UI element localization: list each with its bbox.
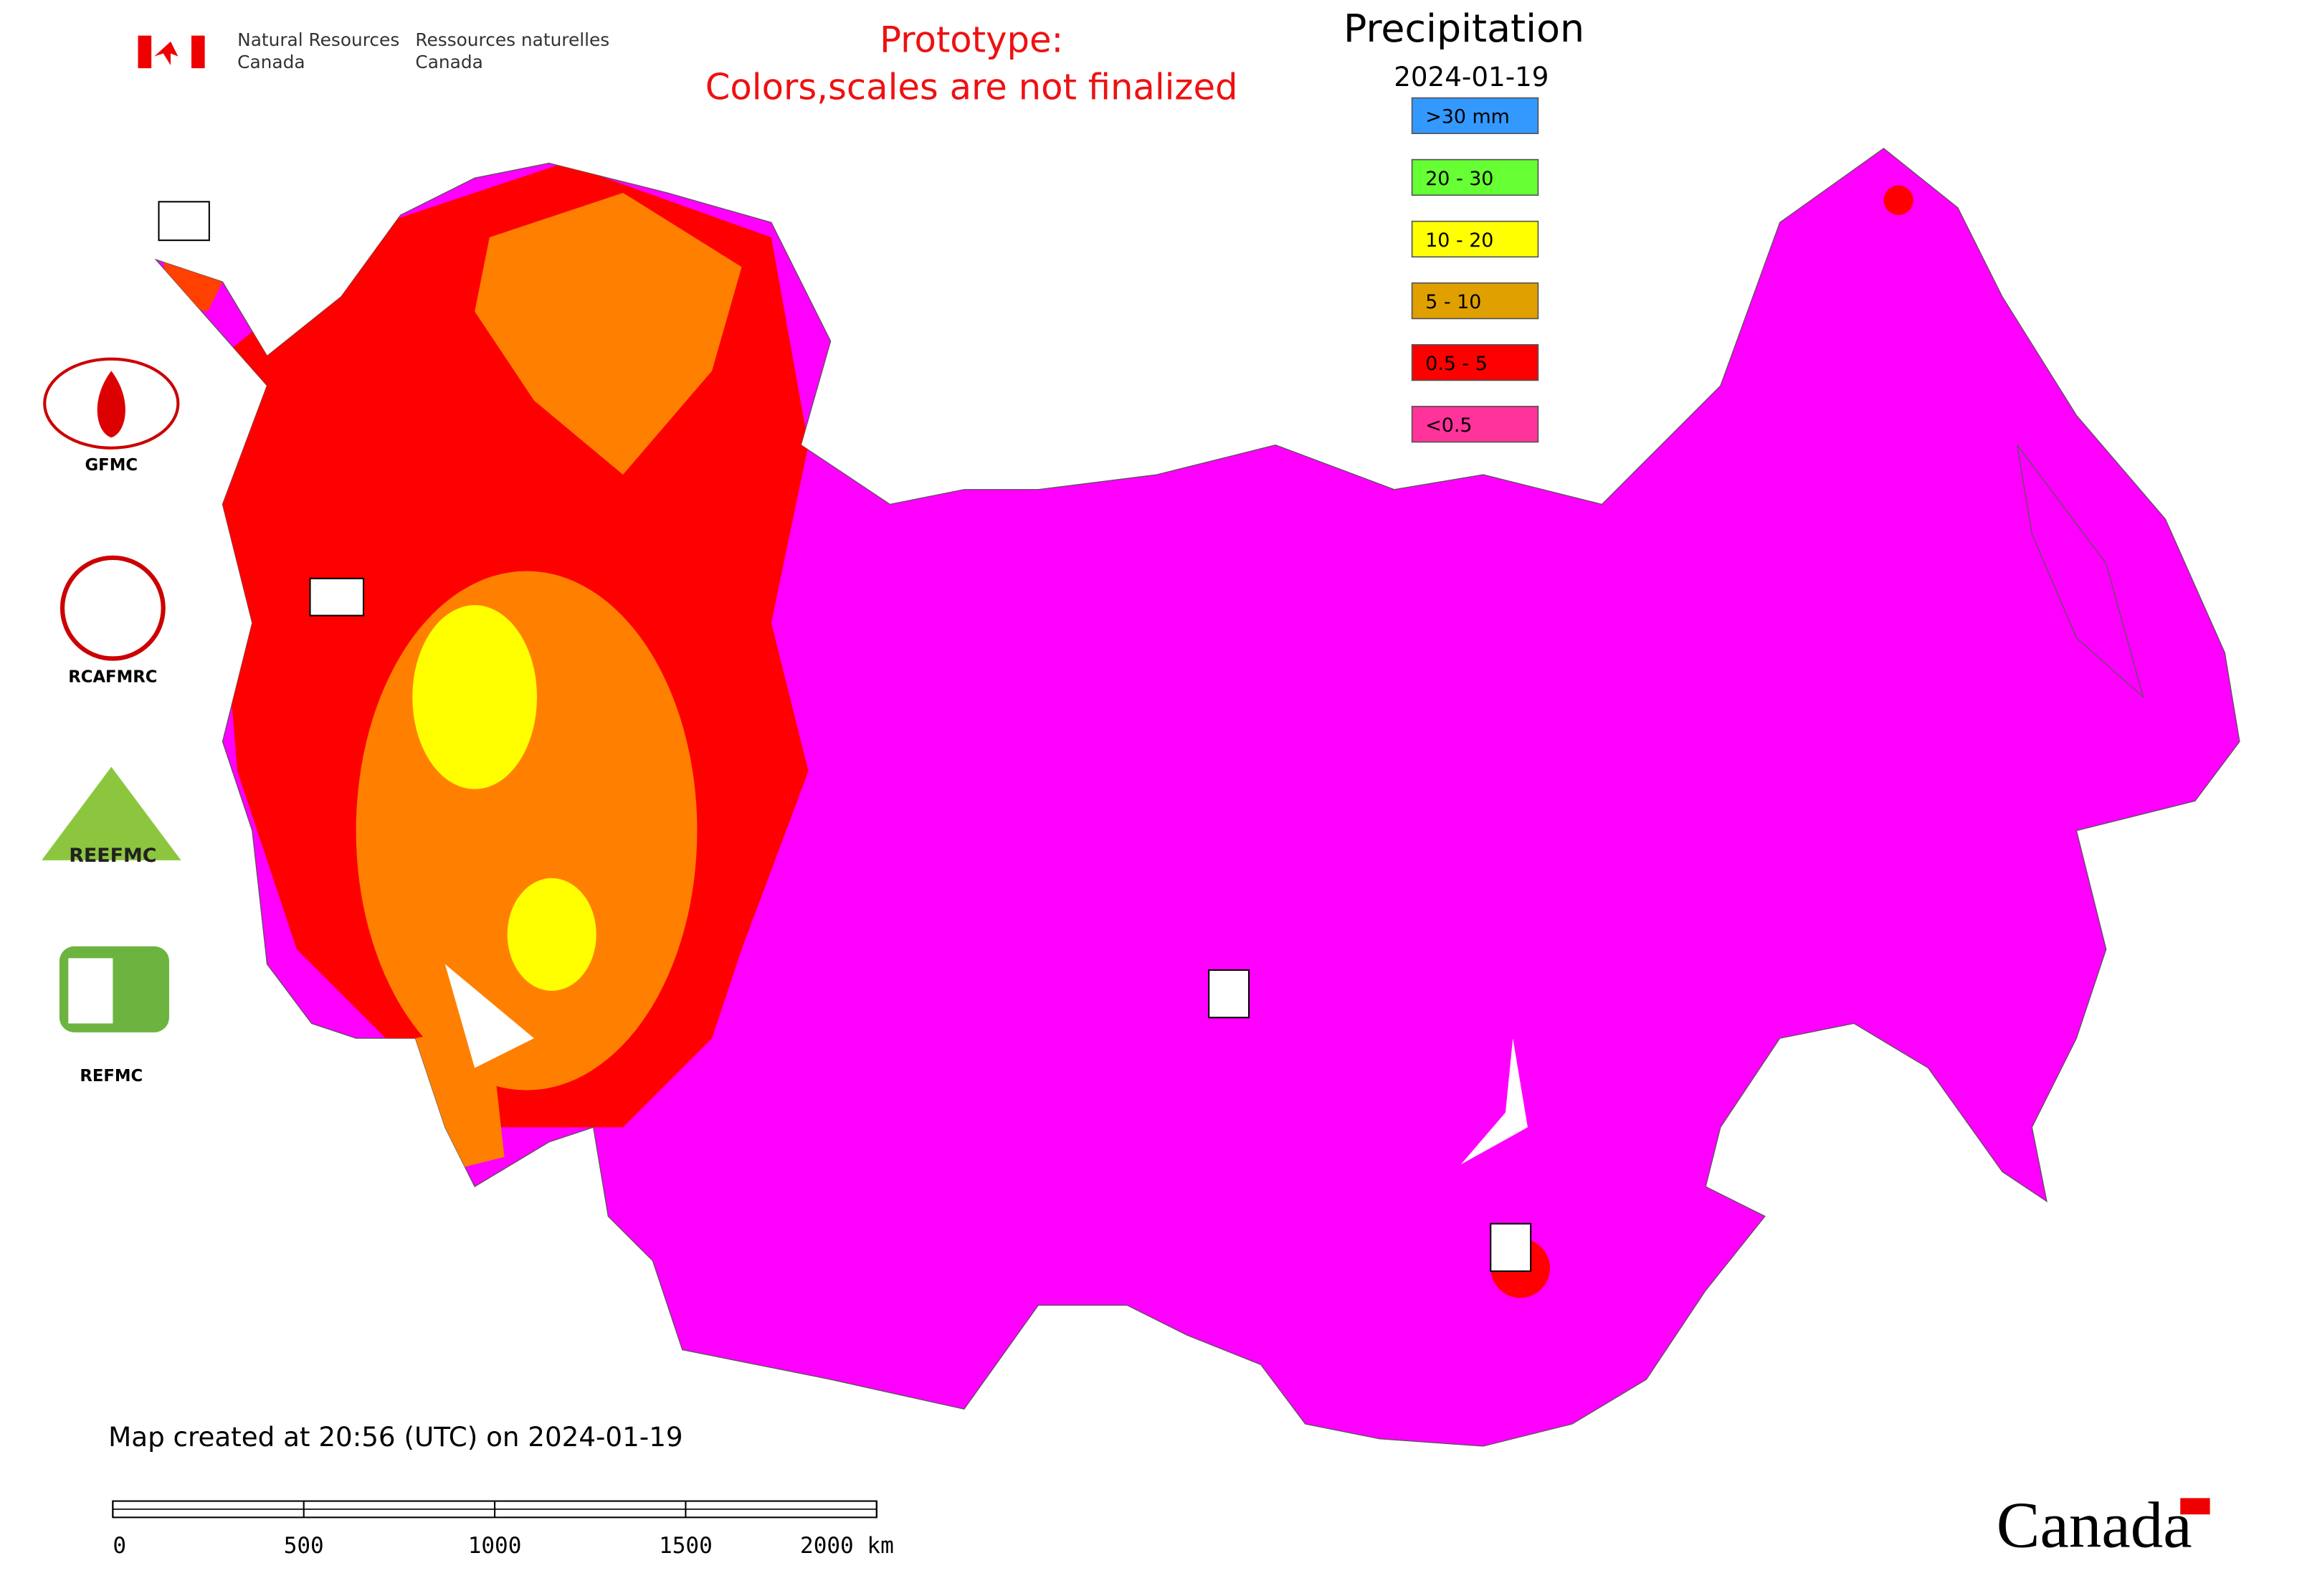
map-markers (158, 201, 1532, 1272)
legend-swatch (1411, 282, 1539, 320)
legend-label: 10 - 20 (1425, 229, 1493, 252)
legend-label: >30 mm (1425, 106, 1510, 128)
agency-fr: Ressources naturelles (415, 29, 609, 50)
legend-swatch (1411, 343, 1539, 381)
scale-label: 500 (284, 1533, 324, 1559)
nrcan-signature: Natural Resources Canada Ressources natu… (138, 29, 609, 72)
legend-label: 5 - 10 (1425, 291, 1481, 313)
legend-swatch (1411, 220, 1539, 258)
logo-label: REEFMC (69, 845, 156, 867)
legend-label: 20 - 30 (1425, 168, 1493, 190)
scale-bar: 0 500 1000 1500 2000 km (112, 1500, 894, 1559)
agency-en: Canada (237, 52, 305, 72)
legend: >30 mm 20 - 30 10 - 20 5 - 10 0.5 - 5 <0.5 (1411, 97, 1539, 443)
legend-label: 0.5 - 5 (1425, 353, 1488, 375)
map (155, 147, 2241, 1448)
canada-wordmark: Canada (1997, 1489, 2192, 1562)
wordmark-flag (2180, 1498, 2210, 1515)
logo-label: GFMC (85, 456, 138, 475)
agency-en: Natural Resources (237, 29, 399, 50)
logos (42, 357, 181, 1032)
legend-swatch (1411, 406, 1539, 443)
legend-title: Precipitation (1343, 6, 1584, 51)
created-note: Map created at 20:56 (UTC) on 2024-01-19 (108, 1421, 682, 1453)
legend-swatch (1411, 158, 1539, 196)
logo-label: RCAFMRC (68, 668, 157, 687)
legend-label: <0.5 (1425, 414, 1472, 437)
legend-swatch (1411, 97, 1539, 135)
scale-label: 2000 km (800, 1533, 894, 1559)
scale-label: 0 (113, 1533, 126, 1559)
notice: Prototype: (880, 19, 1063, 60)
agency-fr: Canada (415, 52, 482, 72)
logo-label: REFMC (80, 1067, 143, 1086)
scale-label: 1000 (468, 1533, 522, 1559)
notice: Colors,scales are not finalized (705, 67, 1238, 108)
legend-date: 2024-01-19 (1394, 61, 1549, 92)
scale-label: 1500 (659, 1533, 713, 1559)
